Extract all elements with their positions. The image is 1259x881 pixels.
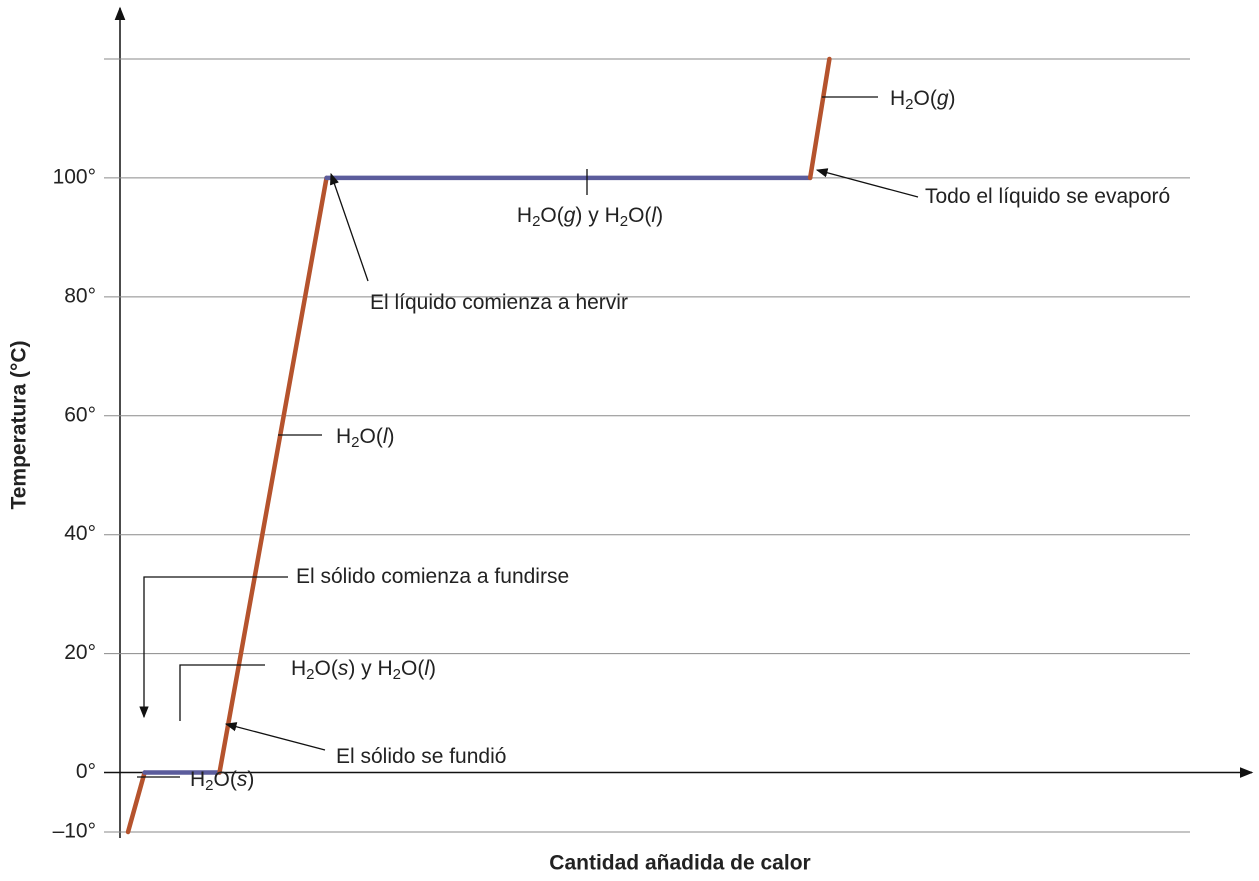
curve-segment — [807, 56, 832, 181]
y-tick-label: 0° — [76, 760, 96, 783]
annotation-run: 2 — [393, 666, 401, 683]
annotation-run: g — [564, 204, 576, 227]
y-tick-label: 20° — [64, 641, 96, 664]
annotation-run: s — [338, 657, 349, 680]
annotation-run: ) — [247, 768, 254, 791]
annotation-run: H — [517, 204, 532, 227]
annotation-run: H — [291, 657, 306, 680]
annotation-run: O( — [628, 204, 651, 227]
annotation-run: Todo el líquido se evaporó — [925, 185, 1170, 208]
y-tick-label: 80° — [64, 284, 96, 307]
curve-segment — [125, 770, 147, 835]
annotation: El sólido se fundió — [336, 745, 506, 768]
annotation: H2O(g) — [890, 87, 956, 113]
annotation-run: 2 — [351, 434, 359, 451]
annotation-leader — [330, 172, 369, 282]
annotation: H2O(l) — [336, 425, 395, 451]
annotation-run: l — [424, 657, 430, 680]
annotation-run: ) y H — [348, 657, 392, 680]
curve-segment — [217, 175, 329, 775]
annotation: El líquido comienza a hervir — [370, 291, 628, 314]
annotation-run: O( — [214, 768, 237, 791]
annotation-run: ) — [429, 657, 436, 680]
annotation-run: H — [336, 425, 351, 448]
annotation: H2O(s) — [190, 768, 254, 794]
annotation-run: O( — [360, 425, 383, 448]
y-tick-label: 100° — [53, 165, 96, 188]
x-axis-label: Cantidad añadida de calor — [549, 852, 810, 875]
annotation-leader — [815, 168, 919, 198]
annotation-run: H — [890, 87, 905, 110]
y-tick-label: –10° — [53, 820, 96, 843]
annotation-run: 2 — [620, 213, 628, 230]
annotation-run: O( — [540, 204, 563, 227]
annotation-run: l — [651, 204, 657, 227]
annotation-run: 2 — [205, 777, 213, 794]
annotation-run: H — [190, 768, 205, 791]
annotation-run: El sólido comienza a fundirse — [296, 565, 569, 588]
annotation: H2O(g) y H2O(l) — [517, 204, 663, 230]
annotation-leader — [179, 664, 265, 721]
annotation-leader — [224, 722, 326, 751]
annotation-run: 2 — [306, 666, 314, 683]
annotation-leader — [139, 576, 288, 719]
annotation-run: O( — [401, 657, 424, 680]
annotation-run: ) — [949, 87, 956, 110]
y-tick-label: 40° — [64, 522, 96, 545]
annotation-run: O( — [914, 87, 937, 110]
annotation: H2O(s) y H2O(l) — [291, 657, 436, 683]
annotation-run: s — [237, 768, 248, 791]
annotation-run: El sólido se fundió — [336, 745, 506, 768]
y-tick-label: 60° — [64, 403, 96, 426]
annotation-run: ) — [656, 204, 663, 227]
annotation-run: ) — [388, 425, 395, 448]
annotation-run: 2 — [905, 96, 913, 113]
annotation: El sólido comienza a fundirse — [296, 565, 569, 588]
annotation-run: l — [383, 425, 389, 448]
annotation-run: El líquido comienza a hervir — [370, 291, 628, 314]
annotation-run: O( — [315, 657, 338, 680]
annotation-run: g — [937, 87, 949, 110]
annotation: Todo el líquido se evaporó — [925, 185, 1170, 208]
annotation-run: ) y H — [575, 204, 619, 227]
annotation-run: 2 — [532, 213, 540, 230]
y-axis-label: Temperatura (°C) — [8, 340, 31, 509]
